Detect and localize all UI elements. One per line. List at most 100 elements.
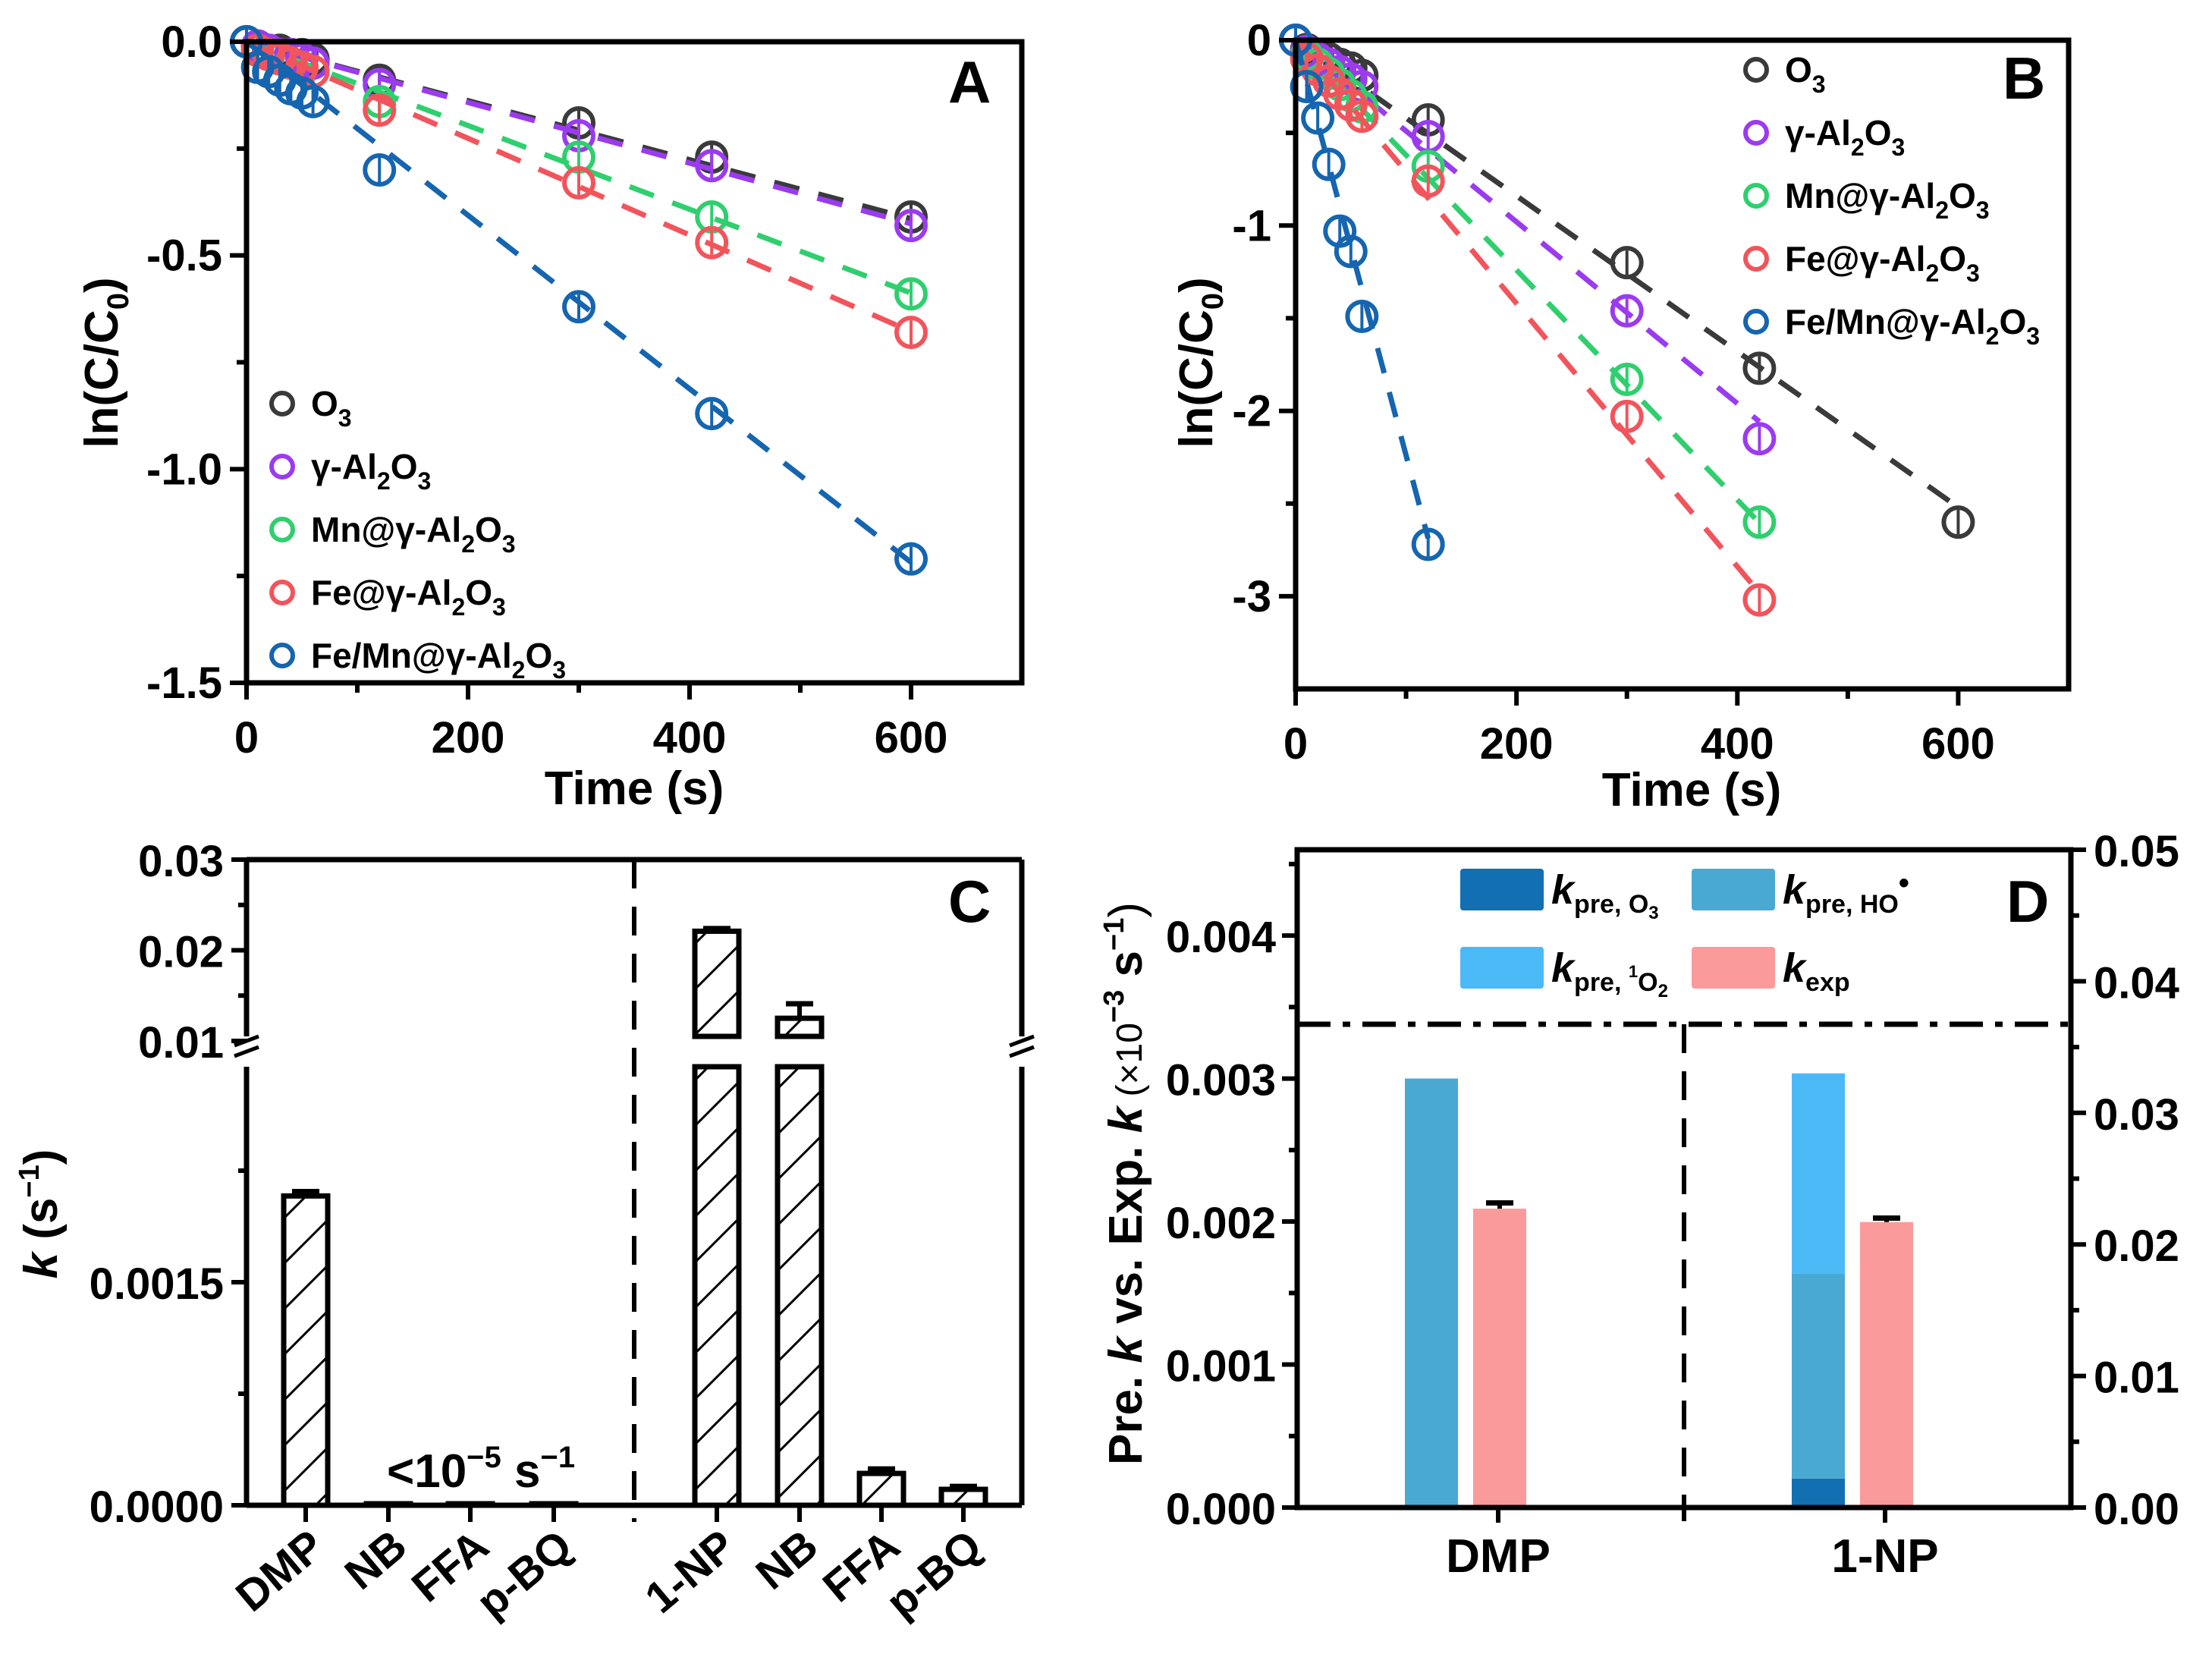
panel-c-ylabel-unit: (s bbox=[15, 1198, 68, 1253]
panel-c-label: C bbox=[948, 868, 991, 935]
data-point bbox=[1742, 505, 1777, 539]
panel-c-ylabel-k: k bbox=[15, 1250, 68, 1278]
x-tick-label: 200 bbox=[432, 713, 505, 762]
panel-a-label: A bbox=[948, 49, 991, 115]
data-point bbox=[1742, 422, 1777, 456]
panel-a-ylabel: ln(C/C0) bbox=[76, 277, 135, 448]
panel-d: 0.000 0.001 0.002 0.003 0.004 0.00 0.01 0.02 0.0… bbox=[1098, 827, 2179, 1583]
fit-line bbox=[1293, 38, 1762, 595]
legend-label-sub2: 3 bbox=[1891, 134, 1905, 161]
panel-d-ylabel-sup2: −1 bbox=[1098, 918, 1130, 951]
legend-k: k bbox=[1551, 867, 1576, 913]
legend-sub: pre, HO bbox=[1805, 890, 1899, 919]
legend-label: Fe/Mn@γ-Al2O3 bbox=[1785, 302, 2040, 350]
bar-segment-kpre_1O2 bbox=[1792, 1073, 1845, 1274]
y-tick-label: -1.0 bbox=[146, 445, 222, 494]
legend-label-rest: O bbox=[1999, 302, 2026, 341]
data-point bbox=[1301, 53, 1335, 87]
fit-line bbox=[1293, 38, 1761, 525]
legend-label-sub: 2 bbox=[461, 530, 475, 558]
legend-marker bbox=[1743, 183, 1769, 209]
data-point bbox=[695, 397, 729, 431]
legend-label-rest: O bbox=[1949, 176, 1976, 215]
legend-label-rest: O bbox=[1939, 239, 1966, 278]
legend-sub: pre, O bbox=[1574, 890, 1648, 919]
right-y-tick-label: 0.05 bbox=[2094, 827, 2179, 876]
panel-b-xlabel: Time (s) bbox=[1602, 764, 1782, 816]
panel-d-ylabel-sup1: −3 bbox=[1098, 990, 1130, 1023]
left-y-tick-label: 0.002 bbox=[1166, 1199, 1276, 1248]
legend-marker bbox=[1743, 57, 1769, 83]
legend-label-main: Mn@γ-Al bbox=[1785, 176, 1935, 215]
panel-b-ylabel-main: ln(C/C bbox=[1170, 310, 1223, 448]
panel-b-legend: O3γ-Al2O3Mn@γ-Al2O3Fe@γ-Al2O3Fe/Mn@γ-Al2… bbox=[1743, 50, 2040, 350]
bar-group-1-NP bbox=[1792, 1073, 1913, 1508]
panel-a-ylabel-sub: 0 bbox=[102, 293, 135, 310]
panel-d-ylabel-d: (×10 bbox=[1110, 1023, 1150, 1107]
legend-label-rest: O bbox=[475, 510, 502, 549]
legend-swatch bbox=[1692, 869, 1775, 910]
panel-b-frame bbox=[1293, 37, 2072, 692]
legend-label-sub: 2 bbox=[1925, 259, 1939, 287]
legend-label-rest: O bbox=[525, 636, 552, 675]
left-y-tick-label: 0.001 bbox=[1166, 1342, 1276, 1391]
legend-label: kpre, HO• bbox=[1783, 866, 1909, 919]
legend-label-sub: 2 bbox=[1935, 197, 1949, 224]
legend-label-main: Fe/Mn@γ-Al bbox=[1785, 302, 1986, 341]
x-tick-label: 0 bbox=[1284, 719, 1308, 769]
legend-label-main: O bbox=[311, 384, 338, 423]
legend-label-sub: 3 bbox=[338, 404, 352, 432]
panel-d-ylabel-c: Exp. bbox=[1100, 1133, 1152, 1245]
legend-label-rest: O bbox=[391, 447, 418, 486]
y-tick-label: -1.5 bbox=[146, 659, 222, 708]
x-tick-label: DMP bbox=[1446, 1530, 1551, 1583]
legend-label-sub: 2 bbox=[512, 656, 526, 684]
legend-marker bbox=[269, 517, 295, 542]
panel-d-ylabel-b: vs. bbox=[1100, 1245, 1152, 1337]
x-tick-label: NB bbox=[746, 1520, 827, 1599]
data-point bbox=[1334, 234, 1368, 269]
panel-d-ylabel-k2: k bbox=[1100, 1104, 1152, 1133]
legend-label-sub: 2 bbox=[451, 593, 465, 621]
y-tick-label: 0.01 bbox=[138, 1018, 224, 1067]
legend-swatch bbox=[1692, 947, 1775, 989]
y-tick-label: 0.0 bbox=[161, 17, 222, 67]
legend-label-sub: 2 bbox=[377, 467, 391, 495]
bar-upper bbox=[775, 1015, 825, 1039]
axis-break-mark bbox=[1009, 1045, 1035, 1058]
legend-item: γ-Al2O3 bbox=[1743, 113, 1905, 161]
panel-c-annotation-main: <10 bbox=[387, 1445, 467, 1498]
axis-break-mark bbox=[1009, 1034, 1035, 1048]
right-y-tick-label: 0.04 bbox=[2094, 958, 2179, 1008]
panel-c-annotation-unit: s bbox=[501, 1445, 541, 1498]
x-tick-label: DMP bbox=[227, 1520, 334, 1621]
panel-c-annotation-sup1: −5 bbox=[467, 1441, 501, 1474]
left-y-tick-label: 0.004 bbox=[1166, 913, 1276, 962]
legend-label: Fe@γ-Al2O3 bbox=[1785, 239, 1980, 287]
bar-kexp bbox=[1473, 1209, 1526, 1508]
legend-label-main: Fe@γ-Al bbox=[1785, 239, 1925, 278]
panel-d-ylabel-e: s bbox=[1100, 951, 1152, 990]
x-tick-label: 1-NP bbox=[636, 1520, 744, 1623]
legend-marker bbox=[269, 643, 295, 668]
data-point bbox=[1610, 363, 1644, 397]
data-point bbox=[1742, 351, 1777, 385]
legend-label: O3 bbox=[311, 384, 352, 432]
legend-sub2: 3 bbox=[1648, 903, 1658, 923]
panel-d-label: D bbox=[2006, 868, 2049, 935]
panel-a-ylabel-close: ) bbox=[76, 277, 128, 293]
data-point bbox=[1345, 299, 1379, 333]
bar-segment-kpre_HO bbox=[1405, 1078, 1458, 1508]
right-y-tick-label: 0.00 bbox=[2094, 1485, 2179, 1534]
panel-c-ylabel-sup: −1 bbox=[14, 1165, 46, 1197]
series-4 bbox=[230, 25, 928, 576]
legend-item: Fe@γ-Al2O3 bbox=[1743, 239, 1980, 287]
legend-label-main: γ-Al bbox=[1785, 113, 1851, 152]
panel-c-plot-area bbox=[281, 860, 988, 1522]
x-tick-label: 0 bbox=[234, 713, 259, 762]
panel-d-plot-area bbox=[1297, 1021, 2071, 1521]
right-y-tick-label: 0.02 bbox=[2094, 1222, 2179, 1271]
y-tick-label: 0.0000 bbox=[90, 1482, 224, 1532]
x-tick-label: 400 bbox=[1701, 719, 1774, 769]
legend-swatch bbox=[1460, 869, 1544, 910]
